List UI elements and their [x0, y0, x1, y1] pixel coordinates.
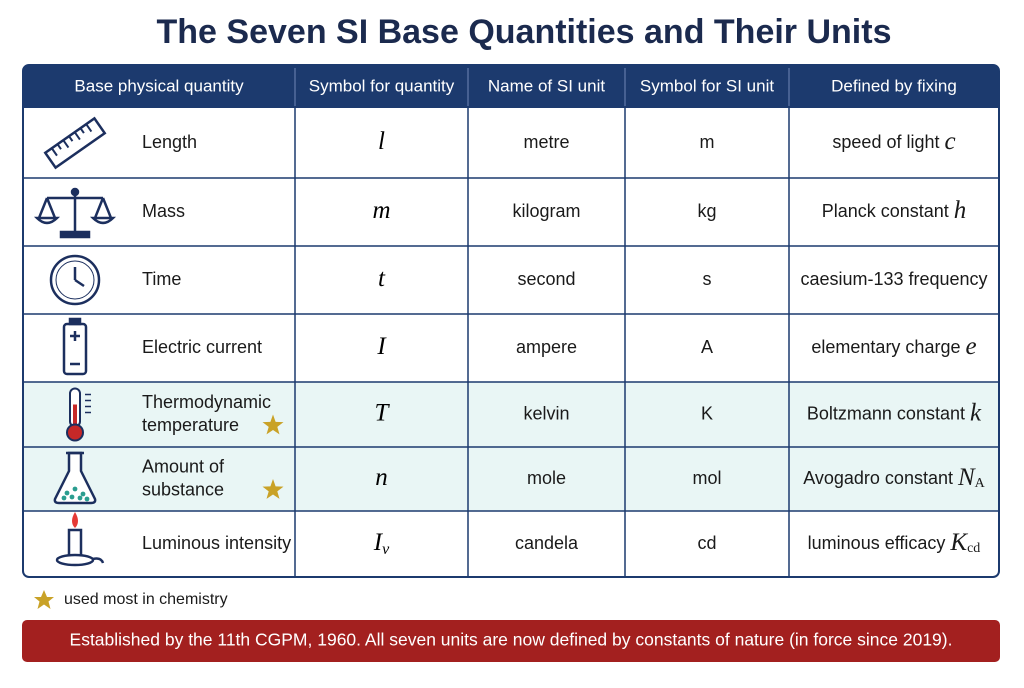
symbol-base: l: [378, 128, 385, 155]
constant-symbol: c: [944, 128, 955, 155]
row-highlight: [24, 447, 998, 511]
quantity-symbol: Iv: [373, 529, 390, 558]
unit-name: ampere: [516, 337, 577, 357]
constant-name: speed of light: [832, 132, 939, 152]
quantity-symbol: I: [376, 333, 387, 360]
table-row: Mass m kilogram kg Planck constant h: [23, 177, 999, 239]
quantity-icon: [33, 187, 117, 239]
quantity-name: Electric current: [142, 337, 262, 357]
symbol-base: I: [373, 529, 384, 556]
symbol-subscript: v: [382, 541, 390, 558]
constant-subscript: A: [975, 476, 986, 491]
unit-name: mole: [527, 468, 566, 488]
unit-symbol: K: [701, 403, 713, 423]
defined-by: caesium-133 frequency: [800, 269, 987, 289]
constant-symbol: h: [954, 197, 967, 224]
constant-name: luminous efficacy: [808, 533, 946, 553]
defined-by: speed of light c: [832, 128, 955, 155]
constant-symbol: k: [970, 399, 982, 426]
unit-symbol: cd: [697, 533, 716, 553]
symbol-base: t: [378, 265, 386, 292]
quantity-name: Length: [142, 132, 197, 152]
unit-symbol: A: [701, 337, 713, 357]
quantity-symbol: l: [378, 128, 385, 155]
column-header: Name of SI unit: [488, 76, 605, 95]
row-highlight: [24, 382, 998, 447]
table-row: Luminous intensity Iv candela cd luminous ef…: [23, 510, 999, 567]
constant-symbol: N: [957, 464, 976, 491]
column-header: Defined by fixing: [831, 76, 957, 95]
unit-symbol: kg: [697, 201, 716, 221]
quantity-icon: [66, 387, 91, 442]
legend-text: used most in chemistry: [64, 591, 228, 608]
table-row: Time t second s caesium-133 frequency: [23, 245, 999, 306]
symbol-base: I: [376, 333, 387, 360]
column-header: Base physical quantity: [74, 76, 244, 95]
legend-star: [34, 590, 54, 609]
constant-name: Planck constant: [822, 201, 949, 221]
defined-by: Planck constant h: [822, 197, 967, 224]
unit-symbol: s: [703, 269, 712, 289]
constant-symbol: K: [949, 529, 968, 556]
chemistry-star: [262, 479, 284, 499]
footer-note: Established by the 11th CGPM, 1960. All …: [70, 630, 953, 650]
constant-symbol: e: [965, 333, 976, 360]
unit-name: metre: [523, 132, 569, 152]
constant-name: Avogadro constant: [803, 468, 953, 488]
constant-subscript: cd: [967, 541, 980, 556]
quantity-name: Amount of: [142, 456, 225, 476]
defined-by: luminous efficacy Kcd: [808, 529, 981, 556]
quantity-symbol: n: [375, 464, 388, 491]
header-row-base: [23, 90, 999, 108]
quantity-symbol: T: [375, 399, 391, 426]
table: Base physical quantity Symbol for quantit…: [23, 65, 999, 577]
unit-name: candela: [515, 533, 579, 553]
quantity-icon: [62, 317, 88, 376]
quantity-icon: [55, 512, 105, 567]
symbol-base: m: [372, 197, 390, 224]
defined-by: Boltzmann constant k: [807, 399, 982, 426]
column-header: Symbol for SI unit: [640, 76, 774, 95]
unit-symbol: m: [700, 132, 715, 152]
quantity-name: temperature: [142, 415, 239, 435]
quantity-symbol: t: [378, 265, 386, 292]
quantity-icon: [49, 254, 101, 306]
table-row: Amount of substance n mole mol Avogadro const…: [23, 446, 999, 511]
chemistry-star: [262, 414, 284, 435]
unit-name: second: [517, 269, 575, 289]
constant-name: Boltzmann constant: [807, 403, 965, 423]
unit-name: kelvin: [523, 403, 569, 423]
quantity-name: Luminous intensity: [142, 533, 291, 553]
quantity-symbol: m: [372, 197, 390, 224]
table-row: Length l metre m speed of light c: [43, 116, 956, 170]
symbol-base: n: [375, 464, 388, 491]
quantity-icon: [43, 116, 107, 170]
unit-name: kilogram: [512, 201, 580, 221]
quantity-name: Mass: [142, 201, 185, 221]
quantity-name: Thermodynamic: [142, 392, 271, 412]
quantity-icon: [53, 451, 97, 505]
quantity-name: Time: [142, 269, 181, 289]
page-title: The Seven SI Base Quantities and Their U…: [157, 13, 892, 51]
unit-symbol: mol: [692, 468, 721, 488]
defined-by: elementary charge e: [811, 333, 976, 360]
quantity-name: substance: [142, 479, 224, 499]
defined-by: Avogadro constant NA: [803, 464, 985, 491]
constant-name: caesium-133 frequency: [800, 269, 987, 289]
constant-name: elementary charge: [811, 337, 960, 357]
symbol-base: T: [375, 399, 391, 426]
column-header: Symbol for quantity: [309, 76, 455, 95]
footer-bar: [22, 620, 1000, 662]
